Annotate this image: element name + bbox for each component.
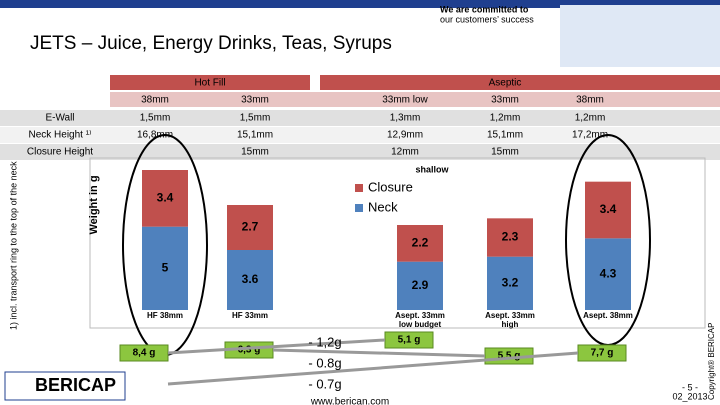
arrow [272,348,486,358]
total-label: 6,3 g [238,345,261,356]
x-tick-label: high [502,320,519,329]
x-tick-label: low budget [399,320,442,329]
value-label: 3.6 [242,272,259,286]
cell: 1,5mm [140,113,171,124]
column-label: 33mm low [382,95,428,106]
column-label: 33mm [241,95,269,106]
row-band [0,127,720,143]
cell: 1,2mm [490,113,521,124]
value-label: 5 [162,261,169,275]
bar-segment [397,225,443,262]
annotation: shallow [415,164,449,174]
date: 02_2013 [672,391,707,401]
bar-segment [227,250,273,310]
logo: BERICAP [35,375,116,395]
column-label: 38mm [576,95,604,106]
cell: 12,9mm [387,130,423,141]
caps-image [560,5,720,67]
legend-label: Closure [368,179,413,194]
value-label: 3.4 [157,191,174,205]
cell: 15,1mm [487,130,523,141]
column-label: 33mm [491,95,519,106]
x-tick-label: Asept. 33mm [395,311,445,320]
row-label: Closure Height [27,147,93,158]
logo-box [4,371,126,401]
arrow [167,351,579,386]
slogan: We are committed to [440,4,529,14]
row-label: E-Wall [45,113,74,124]
legend-swatch [355,184,363,192]
total-label: 7,7 g [591,348,614,359]
cell: 16,8mm [137,130,173,141]
top-band [0,0,720,8]
delta-label: - 0.7g [308,376,341,391]
group-label: Hot Fill [194,78,225,89]
bar-segment [142,226,188,310]
delta-label: - 1,2g [308,334,341,349]
total-label: 5,5 g [498,351,521,362]
cell: 15,1mm [237,130,273,141]
bar-segment [585,181,631,239]
header-row [110,92,720,107]
plot-area [89,157,706,329]
column-label: 38mm [141,95,169,106]
value-label: 4.3 [600,266,617,280]
bar-segment [487,218,533,257]
legend-label: Neck [368,199,398,214]
bar-segment [487,256,533,310]
value-label: 2.9 [412,278,429,292]
cell: 15mm [241,147,269,158]
footnote: 1) incl. transport ring to the top of th… [8,161,18,330]
bar-segment [142,170,188,227]
x-tick-label: Asept. 33mm [485,311,535,320]
cell: 1,5mm [240,113,271,124]
x-tick-label: HF 33mm [232,311,268,320]
cell: 15mm [491,147,519,158]
slogan: our customers’ success [440,14,534,24]
value-label: 2.3 [502,230,519,244]
cell: 12mm [391,147,419,158]
group-label: Aseptic [489,78,522,89]
copyright: Copyright® BERICAP [707,323,716,400]
x-tick-label: HF 38mm [147,311,183,320]
total-label: 8,4 g [133,348,156,359]
bar-segment [227,205,273,250]
arrow [167,338,386,355]
value-label: 2.2 [412,236,429,250]
total-label: 5,1 g [398,335,421,346]
cell: 1,2mm [575,113,606,124]
delta-label: - 0.8g [308,355,341,370]
value-label: 3.2 [502,276,519,290]
legend-swatch [355,204,363,212]
cell: 17,2mm [572,130,608,141]
group-header [320,75,720,90]
page-number: - 5 - [682,382,698,392]
slide-title: JETS – Juice, Energy Drinks, Teas, Syrup… [30,33,392,54]
y-axis-label: Weight in g [88,175,100,234]
bar-segment [397,261,443,310]
row-label: Neck Height ¹⁾ [28,130,91,141]
x-tick-label: Asept. 38mm [583,311,633,320]
row-band [0,110,720,126]
value-label: 3.4 [600,202,617,216]
row-band [0,144,720,160]
cell: 1,3mm [390,113,421,124]
value-label: 2.7 [242,220,259,234]
group-header [110,75,310,90]
url: www.berican.com [310,397,389,405]
bar-segment [585,238,631,310]
